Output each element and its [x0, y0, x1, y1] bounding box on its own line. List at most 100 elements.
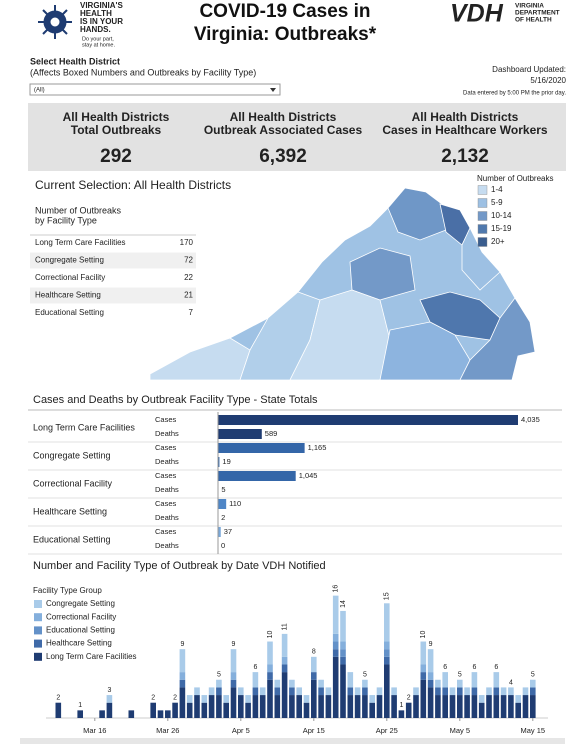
bar-segment: [274, 687, 281, 696]
total-label: 9: [180, 641, 184, 648]
bar-segment: [347, 687, 354, 696]
value-label: 1,045: [299, 471, 318, 480]
bar-segment: [318, 695, 324, 718]
bar: [218, 499, 227, 509]
bar-segment: [179, 672, 186, 680]
bar: [218, 443, 305, 453]
bar-segment: [332, 595, 339, 634]
bar-segment: [405, 702, 412, 718]
table-row-value: 22: [184, 273, 193, 282]
value-label: 0: [221, 541, 225, 550]
bar-segment: [398, 710, 405, 718]
logo-text: HEALTH: [80, 9, 112, 18]
bar-segment: [530, 695, 536, 718]
filter-label: Select Health District: [30, 56, 120, 66]
legend-label: 15-19: [491, 224, 512, 233]
virginia-map: [149, 187, 536, 381]
bar-segment: [289, 687, 295, 696]
bar-segment: [332, 656, 339, 718]
bar-segment: [281, 633, 288, 657]
x-tick-label: Apr 5: [232, 726, 250, 735]
kpi-label: Cases in Healthcare Workers: [382, 123, 548, 137]
legend-swatch: [477, 224, 488, 234]
value-label: 37: [224, 527, 232, 536]
total-label: 14: [340, 600, 347, 608]
bar-segment: [354, 687, 361, 696]
value-label: 19: [222, 457, 230, 466]
category-label: Congregate Setting: [33, 450, 111, 460]
filter-dropdown[interactable]: (All): [29, 83, 281, 96]
bar-segment: [311, 656, 317, 673]
bar-segment: [259, 687, 266, 696]
legend-label: Congregate Setting: [46, 599, 115, 608]
table-row-label: Educational Setting: [35, 308, 104, 317]
bar-segment: [384, 656, 390, 665]
bar-segment: [259, 695, 266, 718]
dropdown-box[interactable]: [29, 83, 281, 96]
bar-segment: [435, 687, 441, 696]
bar-segment: [435, 679, 441, 688]
bar-segment: [427, 649, 434, 673]
dropdown-arrow[interactable]: [270, 88, 276, 92]
bar-segment: [289, 695, 295, 718]
bar-segment: [493, 687, 500, 696]
logo-tagline: Do your part,: [82, 36, 114, 42]
bar-segment: [340, 656, 346, 665]
total-label: 15: [384, 592, 391, 600]
logo-text: VIRGINIA'S: [80, 1, 123, 10]
bar: [218, 471, 296, 481]
series-label: Cases: [155, 415, 177, 424]
bar-segment: [391, 695, 397, 718]
agency-name: VIRGINIA: [515, 3, 544, 10]
bar-segment: [420, 641, 427, 665]
bar-segment: [230, 679, 237, 688]
bar-segment: [245, 702, 251, 718]
value-label: 110: [229, 499, 241, 508]
value-label: 5: [221, 485, 225, 494]
kpi-value: 2,132: [441, 146, 489, 167]
dropdown-value[interactable]: (All): [34, 88, 45, 94]
bar-segment: [332, 649, 339, 657]
bar-segment: [172, 702, 178, 718]
bar-segment: [55, 702, 62, 718]
bar-segment: [150, 702, 156, 718]
total-label: 6: [253, 664, 257, 671]
bar-segment: [369, 702, 375, 718]
value-label: 2: [221, 513, 225, 522]
total-label: 2: [407, 695, 411, 702]
bar-segment: [216, 695, 222, 718]
table-title: by Facility Type: [35, 215, 97, 225]
bar-segment: [457, 695, 463, 718]
bar-segment: [252, 672, 259, 688]
bar-segment: [208, 687, 215, 696]
x-tick-label: Mar 16: [83, 726, 106, 735]
bar-segment: [216, 679, 222, 688]
bar-segment: [522, 687, 529, 696]
kpi-value: 292: [100, 146, 132, 167]
bar-segment: [427, 679, 434, 688]
bar-segment: [289, 679, 295, 688]
bar-segment: [179, 679, 186, 688]
series-label: Deaths: [155, 485, 179, 494]
bar-segment: [442, 672, 448, 688]
total-label: 5: [458, 672, 462, 679]
table-row-value: 21: [184, 291, 193, 300]
series-label: Deaths: [155, 513, 179, 522]
legend-title: Facility Type Group: [33, 586, 102, 595]
bar-segment: [201, 702, 208, 718]
legend-label: 1-4: [491, 185, 503, 194]
bar-segment: [427, 687, 434, 718]
bar-segment: [457, 687, 463, 696]
bar-segment: [267, 641, 273, 665]
total-label: 2: [56, 695, 60, 702]
bar-segment: [427, 672, 434, 680]
bar-segment: [106, 702, 113, 718]
bar-segment: [296, 687, 302, 696]
bar-segment: [325, 687, 332, 696]
bar-segment: [362, 687, 368, 696]
value-label: 589: [265, 429, 278, 438]
legend-label: Healthcare Setting: [46, 639, 112, 648]
bar-segment: [530, 687, 536, 696]
bar-segment: [384, 641, 390, 650]
updated-note: Data entered by 5:00 PM the prior day.: [463, 91, 566, 97]
